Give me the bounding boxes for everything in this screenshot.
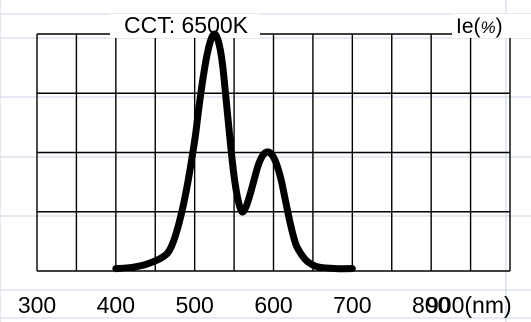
x-tick-label-700: 700 [333, 292, 371, 318]
title-background [110, 14, 260, 38]
y-unit-label: Ie(%) [456, 15, 503, 38]
x-tick-label-400: 400 [97, 292, 135, 318]
y-unit-background [452, 14, 531, 38]
x-tick-label-600: 600 [254, 292, 292, 318]
spectrum-line [112, 30, 356, 273]
x-tick-label-800: 800 [412, 292, 450, 318]
x-tick-label-900: 900(nm) [426, 292, 512, 318]
chart-title: CCT: 6500K [124, 12, 249, 38]
x-tick-label-500: 500 [175, 292, 213, 318]
x-tick-label-300: 300 [18, 292, 56, 318]
